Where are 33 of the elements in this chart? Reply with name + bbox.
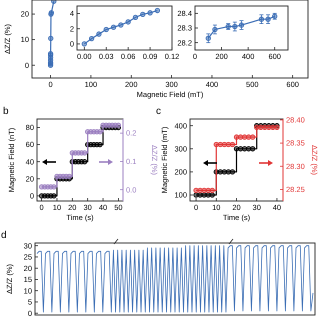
point: [82, 41, 87, 47]
point: [97, 142, 103, 148]
point: [147, 10, 153, 16]
point: [140, 12, 146, 17]
point: [116, 122, 122, 128]
chart-title: d: [1, 230, 7, 241]
line-series: [36, 245, 314, 312]
point: [232, 24, 238, 30]
point: [126, 19, 131, 25]
point: [250, 146, 256, 152]
point: [110, 24, 116, 30]
point: [96, 31, 102, 37]
point: [238, 22, 244, 28]
point: [118, 22, 124, 28]
point: [230, 142, 236, 148]
point: [206, 36, 211, 41]
point: [230, 169, 236, 175]
point: [250, 134, 256, 140]
point: [88, 36, 94, 42]
point: [210, 192, 215, 198]
chart-title: b: [3, 106, 9, 117]
point: [132, 14, 138, 20]
point: [66, 174, 72, 180]
point: [51, 193, 57, 199]
point: [104, 26, 109, 32]
point: [48, 36, 54, 42]
point: [97, 129, 103, 134]
point: [82, 159, 88, 164]
chart-title: c: [156, 106, 161, 117]
point: [51, 184, 57, 190]
point: [210, 188, 215, 193]
point: [82, 150, 88, 156]
point: [154, 8, 160, 14]
